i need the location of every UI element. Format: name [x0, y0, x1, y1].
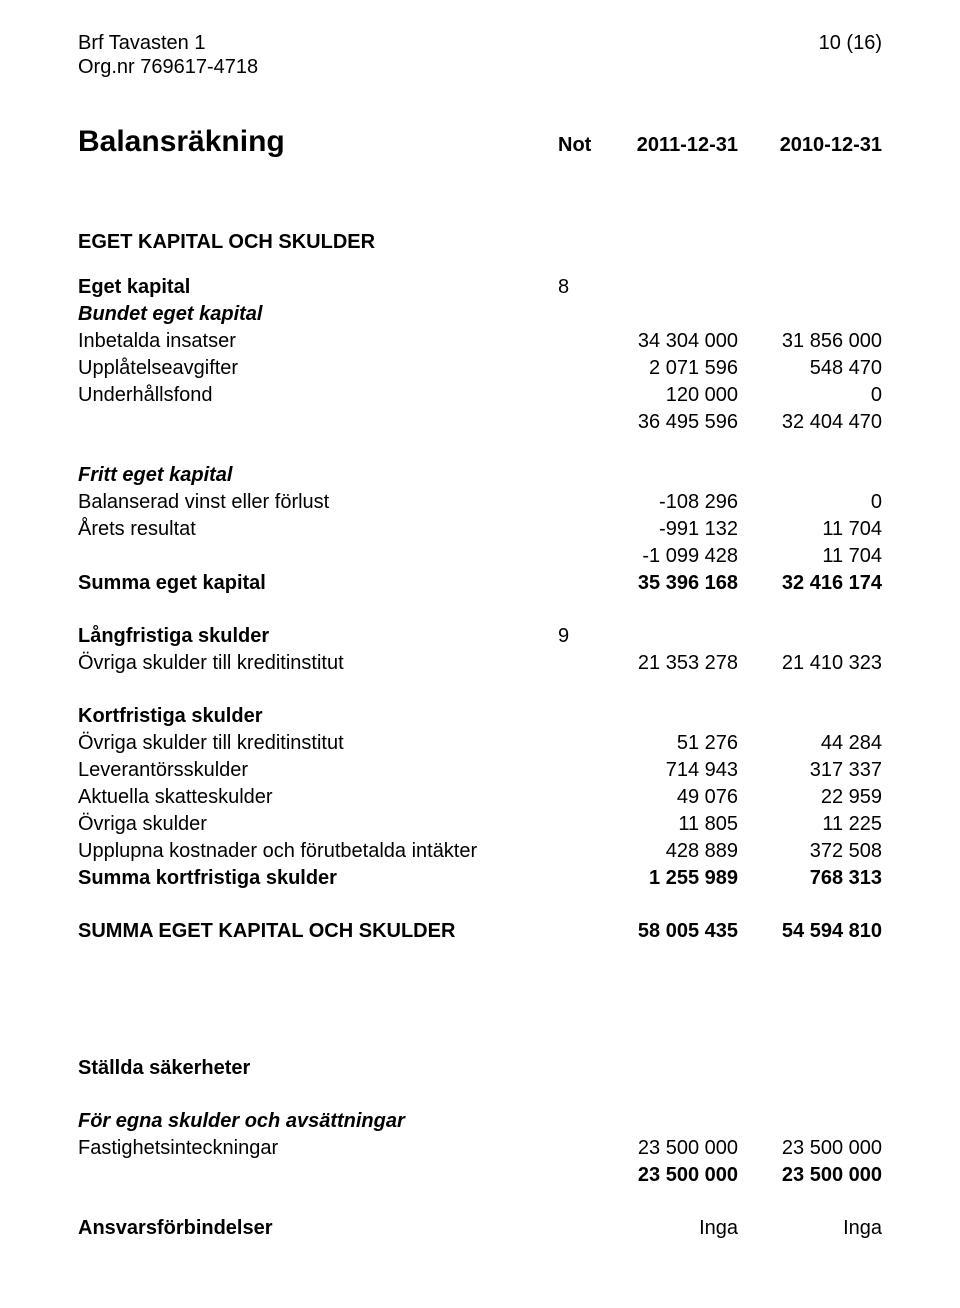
row-value: 317 337: [738, 757, 882, 784]
row-value: 51 276: [594, 730, 738, 757]
ansvar-value: Inga: [594, 1215, 738, 1242]
row-value: 22 959: [738, 784, 882, 811]
table-row: Upplåtelseavgifter 2 071 596 548 470: [78, 355, 882, 382]
grand-total-row: SUMMA EGET KAPITAL OCH SKULDER 58 005 43…: [78, 918, 882, 945]
note-eget-kapital: 8: [558, 274, 594, 301]
summa-row: Summa kortfristiga skulder 1 255 989 768…: [78, 865, 882, 892]
row-value: 23 500 000: [738, 1135, 882, 1162]
table-row: Övriga skulder till kreditinstitut 51 27…: [78, 730, 882, 757]
column-header-1: 2011-12-31: [594, 123, 738, 161]
summa-label: Summa eget kapital: [78, 570, 558, 597]
subtotal-value: 32 404 470: [738, 409, 882, 436]
row-value: 428 889: [594, 838, 738, 865]
row-value: 23 500 000: [594, 1135, 738, 1162]
subtotal-value: -1 099 428: [594, 543, 738, 570]
summa-value: 35 396 168: [594, 570, 738, 597]
row-label: Inbetalda insatser: [78, 328, 558, 355]
row-value: 714 943: [594, 757, 738, 784]
row-label: Underhållsfond: [78, 382, 558, 409]
org-name: Brf Tavasten 1: [78, 30, 205, 56]
title-row: Balansräkning Not 2011-12-31 2010-12-31: [78, 123, 882, 161]
page-number: 10 (16): [819, 30, 882, 56]
row-value: 11 704: [738, 516, 882, 543]
row-value: 21 410 323: [738, 650, 882, 677]
row-label: Upplupna kostnader och förutbetalda intä…: [78, 838, 558, 865]
subtotal-row: 23 500 000 23 500 000: [78, 1162, 882, 1189]
row-label: Upplåtelseavgifter: [78, 355, 558, 382]
row-value: 548 470: [738, 355, 882, 382]
row-value: 31 856 000: [738, 328, 882, 355]
table-row: Upplupna kostnader och förutbetalda intä…: [78, 838, 882, 865]
section-title-eget-kapital-skulder: EGET KAPITAL OCH SKULDER: [78, 231, 882, 254]
heading-for-egna-skulder: För egna skulder och avsättningar: [78, 1108, 558, 1135]
table-row: Balanserad vinst eller förlust -108 296 …: [78, 489, 882, 516]
subtotal-value: 23 500 000: [738, 1162, 882, 1189]
page-title: Balansräkning: [78, 125, 285, 158]
row-value: 2 071 596: [594, 355, 738, 382]
subtotal-row: -1 099 428 11 704: [78, 543, 882, 570]
heading-eget-kapital: Eget kapital: [78, 274, 558, 301]
row-value: -108 296: [594, 489, 738, 516]
heading-kortfristiga-skulder: Kortfristiga skulder: [78, 703, 558, 730]
table-row: Övriga skulder 11 805 11 225: [78, 811, 882, 838]
row-label: Aktuella skatteskulder: [78, 784, 558, 811]
heading-stallda-sakerheter: Ställda säkerheter: [78, 1055, 558, 1082]
grand-total-value: 58 005 435: [594, 918, 738, 945]
header-row: Brf Tavasten 1 10 (16): [78, 30, 882, 56]
summa-row: Summa eget kapital 35 396 168 32 416 174: [78, 570, 882, 597]
heading-bundet-eget-kapital: Bundet eget kapital: [78, 301, 558, 328]
row-value: 11 225: [738, 811, 882, 838]
subtotal-value: 23 500 000: [594, 1162, 738, 1189]
ansvar-row: Ansvarsförbindelser Inga Inga: [78, 1215, 882, 1242]
row-value: 34 304 000: [594, 328, 738, 355]
summa-value: 32 416 174: [738, 570, 882, 597]
row-label: Leverantörsskulder: [78, 757, 558, 784]
row-value: 11 805: [594, 811, 738, 838]
subtotal-row: 36 495 596 32 404 470: [78, 409, 882, 436]
row-value: 44 284: [738, 730, 882, 757]
row-value: 0: [738, 382, 882, 409]
heading-fritt-eget-kapital: Fritt eget kapital: [78, 462, 558, 489]
footer-block: Ställda säkerheter För egna skulder och …: [78, 1055, 882, 1242]
ansvar-label: Ansvarsförbindelser: [78, 1215, 558, 1242]
table-row: Övriga skulder till kreditinstitut 21 35…: [78, 650, 882, 677]
heading-langfristiga-skulder: Långfristiga skulder: [78, 623, 558, 650]
table-stallda-sakerheter: Ställda säkerheter För egna skulder och …: [78, 1055, 882, 1242]
row-value: 21 353 278: [594, 650, 738, 677]
table-row: Underhållsfond 120 000 0: [78, 382, 882, 409]
summa-value: 1 255 989: [594, 865, 738, 892]
row-value: 0: [738, 489, 882, 516]
table-row: Årets resultat -991 132 11 704: [78, 516, 882, 543]
ansvar-value: Inga: [738, 1215, 882, 1242]
column-header-note: Not: [558, 123, 594, 161]
grand-total-value: 54 594 810: [738, 918, 882, 945]
row-value: 372 508: [738, 838, 882, 865]
row-label: Övriga skulder till kreditinstitut: [78, 730, 558, 757]
table-row: Leverantörsskulder 714 943 317 337: [78, 757, 882, 784]
row-value: 49 076: [594, 784, 738, 811]
note-langfristiga: 9: [558, 623, 594, 650]
column-header-2: 2010-12-31: [738, 123, 882, 161]
row-label: Övriga skulder till kreditinstitut: [78, 650, 558, 677]
row-value: -991 132: [594, 516, 738, 543]
grand-total-label: SUMMA EGET KAPITAL OCH SKULDER: [78, 918, 558, 945]
subtotal-value: 11 704: [738, 543, 882, 570]
summa-label: Summa kortfristiga skulder: [78, 865, 558, 892]
row-label: Årets resultat: [78, 516, 558, 543]
org-number: Org.nr 769617-4718: [78, 56, 882, 79]
row-label: Balanserad vinst eller förlust: [78, 489, 558, 516]
table-row: Aktuella skatteskulder 49 076 22 959: [78, 784, 882, 811]
page-container: Brf Tavasten 1 10 (16) Org.nr 769617-471…: [0, 0, 960, 1308]
subtotal-value: 36 495 596: [594, 409, 738, 436]
table-eget-kapital: Eget kapital 8 Bundet eget kapital Inbet…: [78, 274, 882, 945]
row-label: Fastighetsinteckningar: [78, 1135, 558, 1162]
row-label: Övriga skulder: [78, 811, 558, 838]
summa-value: 768 313: [738, 865, 882, 892]
table-row: Fastighetsinteckningar 23 500 000 23 500…: [78, 1135, 882, 1162]
row-value: 120 000: [594, 382, 738, 409]
table-row: Inbetalda insatser 34 304 000 31 856 000: [78, 328, 882, 355]
